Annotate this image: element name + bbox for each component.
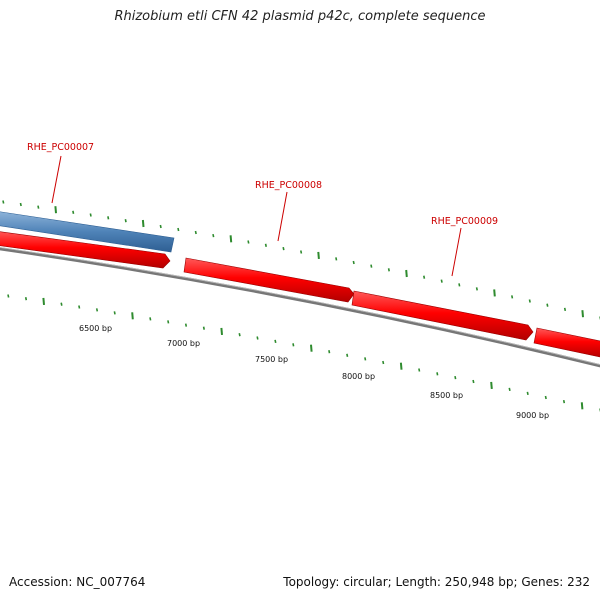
- gene-arrow-rhe-pc00009[interactable]: [351, 290, 534, 341]
- major-tick: [580, 402, 584, 410]
- minor-tick: [382, 360, 385, 365]
- minor-tick: [7, 294, 10, 298]
- minor-tick: [436, 372, 439, 376]
- gene-label-rhe-pc00008[interactable]: RHE_PC00008: [255, 180, 322, 191]
- map-title: Rhizobium etli CFN 42 plasmid p42c, comp…: [114, 9, 486, 24]
- minor-tick: [19, 202, 22, 207]
- minor-tick: [370, 264, 373, 268]
- minor-tick: [528, 299, 531, 303]
- minor-tick: [511, 295, 514, 299]
- minor-tick: [194, 230, 197, 235]
- minor-tick: [113, 311, 116, 315]
- minor-tick: [177, 227, 180, 232]
- accession-text: Accession: NC_007764: [9, 575, 146, 589]
- major-tick: [399, 362, 403, 370]
- summary-text: Topology: circular; Length: 250,948 bp; …: [283, 575, 590, 589]
- major-tick: [317, 251, 320, 259]
- minor-tick: [274, 339, 277, 344]
- minor-tick: [238, 333, 241, 337]
- minor-tick: [256, 336, 259, 340]
- minor-tick: [60, 302, 63, 306]
- minor-tick: [78, 305, 81, 309]
- tick-label: 9000 bp: [516, 411, 549, 420]
- gene-arrow-rhe-pc00007[interactable]: [0, 231, 171, 269]
- minor-tick: [300, 250, 303, 254]
- minor-tick: [454, 375, 457, 380]
- minor-tick: [335, 257, 338, 261]
- minor-tick: [562, 399, 566, 404]
- minor-tick: [475, 287, 478, 291]
- minor-tick: [212, 233, 215, 238]
- inner-tick-ring: [7, 294, 600, 412]
- major-tick: [54, 206, 57, 214]
- tick-label: 6500 bp: [79, 324, 112, 333]
- minor-tick: [387, 268, 390, 272]
- minor-tick: [264, 243, 267, 247]
- minor-tick: [346, 353, 349, 357]
- sequence-backbone-highlight: [0, 247, 600, 365]
- minor-tick: [440, 279, 443, 283]
- minor-tick: [563, 307, 567, 312]
- gene-label-leader-rhe-pc00009: [451, 227, 462, 277]
- tick-label: 7500 bp: [255, 355, 288, 364]
- minor-tick: [364, 357, 367, 361]
- major-tick: [493, 289, 496, 297]
- minor-tick: [472, 379, 475, 384]
- minor-tick: [202, 326, 205, 330]
- tick-label: 8500 bp: [430, 391, 463, 400]
- minor-tick: [418, 368, 421, 372]
- minor-tick: [2, 200, 5, 204]
- minor-tick: [159, 224, 162, 229]
- major-tick: [141, 219, 145, 228]
- minor-tick: [508, 387, 511, 392]
- minor-tick: [458, 283, 461, 287]
- minor-tick: [352, 260, 355, 265]
- major-tick: [405, 269, 408, 278]
- minor-tick: [247, 240, 250, 244]
- gene-label-rhe-pc00009[interactable]: RHE_PC00009: [431, 216, 498, 227]
- minor-tick: [124, 219, 127, 223]
- minor-tick: [423, 275, 426, 279]
- minor-tick: [149, 317, 152, 321]
- minor-tick: [184, 323, 188, 327]
- major-tick: [42, 297, 45, 305]
- major-tick: [131, 312, 134, 320]
- gene-label-leader-rhe-pc00008: [277, 191, 288, 242]
- minor-tick: [328, 350, 331, 354]
- minor-tick: [107, 216, 110, 220]
- gene-label-rhe-pc00007[interactable]: RHE_PC00007: [27, 142, 94, 153]
- tick-label: 8000 bp: [342, 372, 375, 381]
- minor-tick: [544, 395, 547, 400]
- minor-tick: [292, 343, 295, 347]
- minor-tick: [526, 391, 529, 396]
- minor-tick: [546, 303, 549, 307]
- major-tick: [490, 381, 493, 389]
- gene-label-leader-rhe-pc00007: [51, 155, 62, 204]
- gene-arrow-next[interactable]: [533, 327, 600, 358]
- minor-tick: [24, 297, 28, 301]
- gene-arrow-rhe-pc00008[interactable]: [183, 257, 355, 303]
- minor-tick: [282, 246, 285, 251]
- major-tick: [581, 310, 584, 318]
- minor-tick: [72, 210, 75, 214]
- sequence-backbone: [0, 247, 600, 368]
- major-tick: [220, 327, 223, 335]
- major-tick: [229, 235, 233, 243]
- minor-tick: [167, 320, 170, 324]
- minor-tick: [95, 308, 99, 312]
- minor-tick: [37, 205, 40, 209]
- major-tick: [310, 344, 313, 352]
- minor-tick: [89, 213, 92, 217]
- tick-label: 7000 bp: [167, 339, 200, 348]
- gene-feature-rhe-pc00007-highlight[interactable]: [0, 211, 175, 253]
- outer-tick-ring: [2, 200, 600, 320]
